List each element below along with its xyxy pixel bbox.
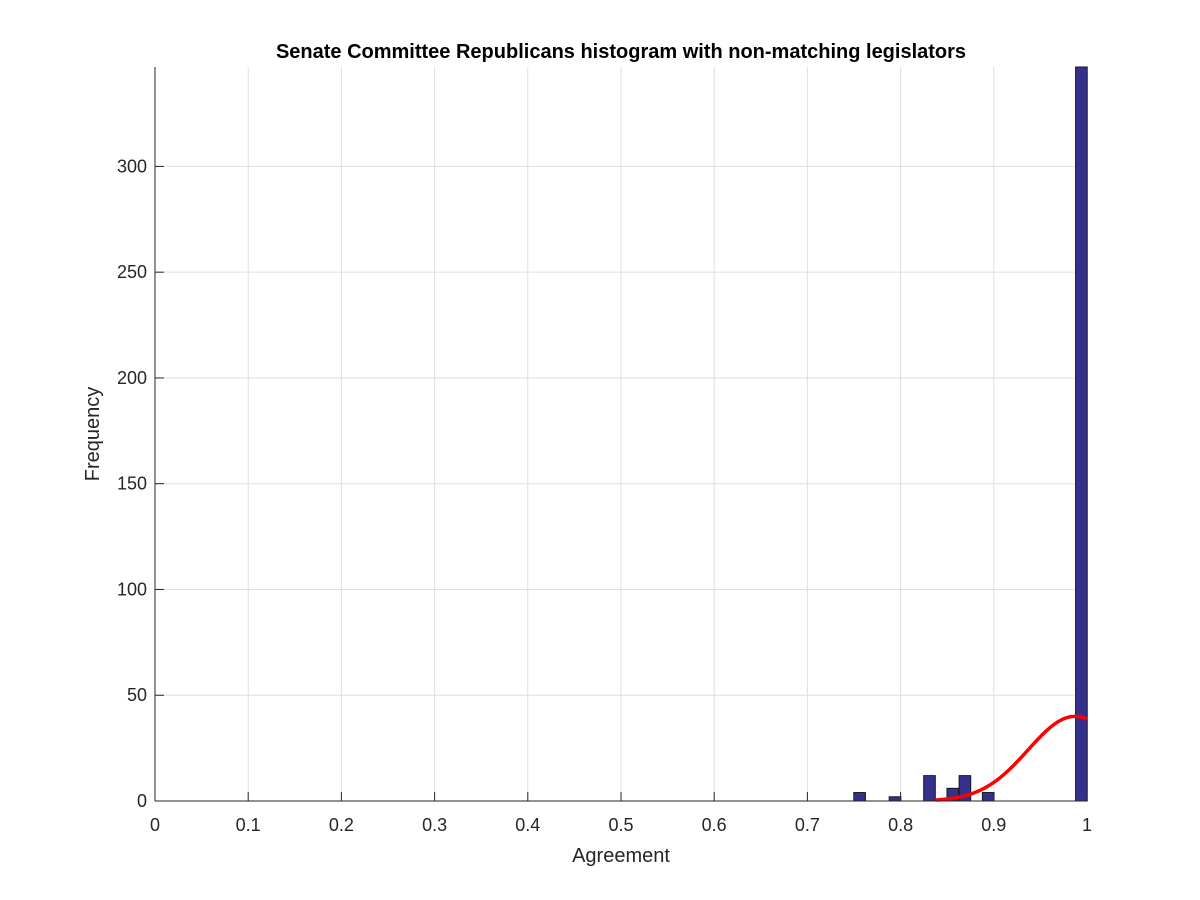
x-tick-label: 0.1 <box>236 815 261 835</box>
histogram-bar <box>854 793 866 801</box>
histogram-bar <box>1076 67 1088 801</box>
x-tick-label: 1 <box>1082 815 1092 835</box>
histogram-bar <box>889 797 901 801</box>
x-tick-label: 0 <box>150 815 160 835</box>
x-tick-label: 0.7 <box>795 815 820 835</box>
chart-title: Senate Committee Republicans histogram w… <box>276 41 966 63</box>
x-tick-label: 0.2 <box>329 815 354 835</box>
x-tick-label: 0.8 <box>888 815 913 835</box>
y-tick-label: 0 <box>137 791 147 811</box>
y-axis-label: Frequency <box>82 387 104 482</box>
x-tick-label: 0.3 <box>422 815 447 835</box>
grid-lines <box>155 67 1087 801</box>
y-tick-labels: 0 50 100 150 200 250 300 <box>117 156 147 811</box>
y-tick-label: 100 <box>117 579 147 599</box>
histogram-bars <box>854 67 1087 801</box>
y-tick-label: 50 <box>127 685 147 705</box>
histogram-bar <box>982 793 994 801</box>
y-tick-label: 300 <box>117 156 147 176</box>
x-axis-label: Agreement <box>572 845 670 867</box>
histogram-bar <box>924 776 936 801</box>
y-tick-label: 150 <box>117 474 147 494</box>
x-tick-label: 0.9 <box>981 815 1006 835</box>
x-tick-label: 0.4 <box>515 815 540 835</box>
y-tick-label: 200 <box>117 368 147 388</box>
x-tick-label: 0.5 <box>608 815 633 835</box>
x-tick-labels: 0 0.1 0.2 0.3 0.4 0.5 0.6 0.7 0.8 0.9 1 <box>150 815 1092 835</box>
x-tick-label: 0.6 <box>702 815 727 835</box>
y-tick-label: 250 <box>117 262 147 282</box>
